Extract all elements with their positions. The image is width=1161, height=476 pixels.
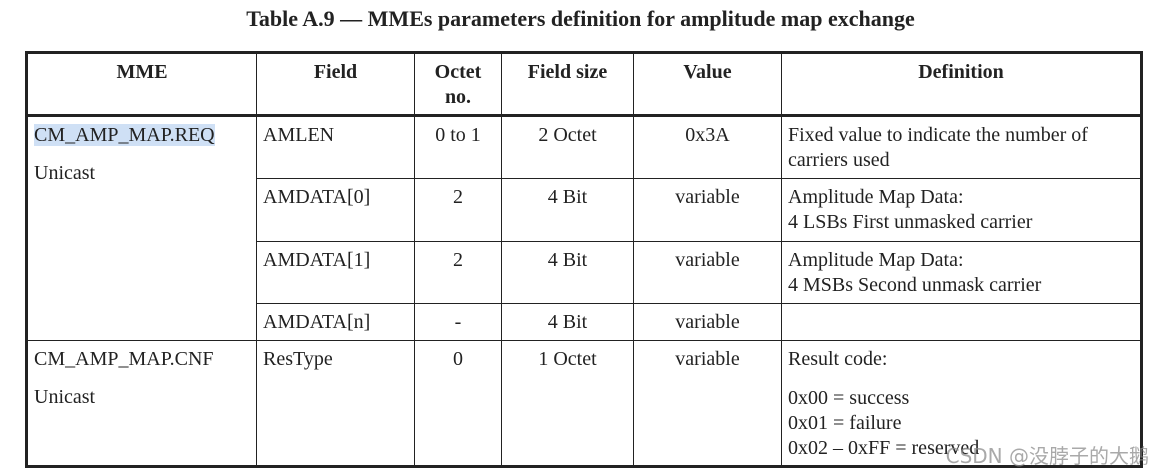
value-cell: variable [633, 178, 782, 242]
size-cell: 4 Bit [501, 241, 634, 304]
definition-cell: Fixed value to indicate the number of ca… [781, 115, 1142, 179]
field-cell: AMDATA[n] [256, 303, 415, 341]
size-cell: 2 Octet [501, 115, 634, 179]
mme-line: CM_AMP_MAP.REQ [34, 123, 250, 148]
definition-line: Amplitude Map Data: [788, 186, 964, 208]
mme-text: Unicast [34, 386, 96, 408]
octet-cell: - [414, 303, 502, 341]
definition-line: 0x01 = failure [788, 412, 902, 434]
definition-cell: Amplitude Map Data: 4 MSBs Second unmask … [781, 241, 1142, 304]
mme-line: CM_AMP_MAP.CNF [34, 347, 250, 372]
table-row: CM_AMP_MAP.CNF Unicast ResType 0 1 Octet vari… [26, 340, 1142, 467]
size-cell: 4 Bit [501, 303, 634, 341]
field-cell: AMDATA[0] [256, 178, 415, 242]
value-cell: variable [633, 340, 782, 467]
value-cell: 0x3A [633, 115, 782, 179]
definition-cell: Amplitude Map Data: 4 LSBs First unmasked… [781, 178, 1142, 242]
definition-line: Amplitude Map Data: [788, 249, 964, 271]
octet-cell: 0 to 1 [414, 115, 502, 179]
table-row: AMDATA[1] 2 4 Bit variable Amplitude Map Dat… [27, 241, 1142, 304]
value-cell: variable [633, 303, 782, 341]
header-cell: Field [256, 52, 415, 117]
size-cell: 4 Bit [501, 178, 634, 242]
mme-line: Unicast [34, 385, 250, 410]
octet-cell: 0 [414, 340, 502, 467]
mme-text: Unicast [34, 162, 96, 184]
octet-cell: 2 [414, 241, 502, 304]
mme-text: CM_AMP_MAP.REQ [34, 124, 215, 146]
header-cell: Octet no. [414, 52, 502, 117]
field-cell: AMDATA[1] [256, 241, 415, 304]
definition-line: 0x02 – 0xFF = reserved [788, 437, 980, 459]
field-cell: ResType [256, 340, 415, 467]
header-row: MME Field Octet no. Field size Value Definiti… [26, 52, 1142, 117]
size-cell: 1 Octet [501, 340, 634, 467]
mme-line: Unicast [34, 161, 250, 186]
mme-cell: CM_AMP_MAP.CNF Unicast [26, 340, 257, 467]
table-title: Table A.9 — MMEs parameters definition f… [246, 6, 915, 31]
header-cell: MME [26, 52, 257, 117]
header-cell: Field size [501, 52, 634, 117]
watermark: CSDN @没脖子的大鹅 [945, 444, 1149, 468]
mme-cell: CM_AMP_MAP.REQ Unicast [26, 115, 257, 341]
definition-cell [781, 303, 1142, 341]
table-row: AMDATA[0] 2 4 Bit variable Amplitude Map Dat… [27, 178, 1142, 242]
definition-line: Result code: [788, 348, 888, 370]
octet-cell: 2 [414, 178, 502, 242]
definition-line: 0x00 = success [788, 387, 910, 409]
header-cell: Definition [781, 52, 1142, 117]
field-cell: AMLEN [256, 115, 415, 179]
value-cell: variable [633, 241, 782, 304]
definition-line: 4 MSBs Second unmask carrier [788, 274, 1042, 296]
definition-cell: Result code: 0x00 = success 0x01 = failure… [781, 340, 1142, 467]
header-cell: Value [633, 52, 782, 117]
mme-text: CM_AMP_MAP.CNF [34, 348, 214, 370]
definition-line: Fixed value to indicate the number of ca… [788, 124, 1088, 171]
definition-line: 4 LSBs First unmasked carrier [788, 211, 1033, 233]
table: MME Field Octet no. Field size Value Definiti… [25, 51, 1143, 468]
